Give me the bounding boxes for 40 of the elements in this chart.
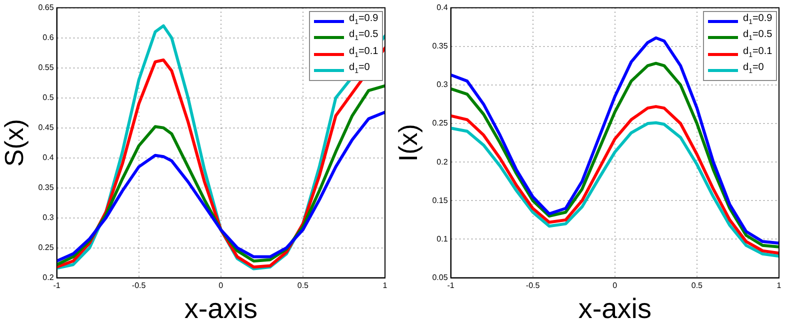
y-tick-label: 0.05	[432, 273, 448, 282]
legend-label: d$_{1}$=0.5	[743, 29, 772, 44]
y-tick-label: 0.6	[42, 33, 54, 42]
y-tick-label: 0.35	[38, 183, 54, 192]
y-tick-label: 0.55	[38, 63, 54, 72]
y-tick-label: 0.45	[38, 123, 54, 132]
y-tick-label: 0.2	[436, 157, 448, 166]
legend-label: d$_{1}$=0	[743, 62, 764, 78]
x-tick-label: 0	[218, 280, 224, 290]
y-tick-label: 0.2	[42, 273, 54, 282]
x-tick-label: 0.5	[297, 280, 310, 290]
x-tick-label: -1	[447, 280, 455, 290]
y-tick-label: 0.1	[436, 234, 448, 244]
y-tick-label: 0.4	[42, 153, 54, 162]
legend-label: d$_{1}$=0.9	[743, 12, 772, 28]
y-tick-label: 0.4	[436, 3, 448, 12]
legend-label: d$_{1}$=0.1	[743, 46, 772, 61]
y-tick-label: 0.35	[432, 42, 448, 51]
y-tick-label: 0.3	[42, 213, 54, 222]
x-tick-label: -1	[53, 280, 61, 290]
x-tick-label: 1	[776, 280, 782, 290]
y-axis-title: I(x)	[392, 124, 423, 162]
y-tick-label: 0.3	[436, 80, 448, 90]
x-tick-label: 0.5	[691, 280, 704, 290]
y-tick-label: 0.15	[432, 196, 448, 205]
y-tick-label: 0.25	[38, 243, 54, 252]
x-axis-title: x-axis	[184, 292, 258, 324]
x-axis-title: x-axis	[578, 292, 652, 324]
legend-label: d$_{1}$=0.9	[349, 12, 378, 28]
y-tick-label: 0.25	[432, 118, 448, 128]
x-tick-label: -0.5	[132, 280, 146, 290]
y-tick-label: 0.5	[42, 93, 54, 102]
x-tick-label: -0.5	[526, 280, 540, 290]
y-axis-title: S(x)	[0, 118, 29, 167]
y-tick-label: 0.65	[38, 3, 54, 12]
x-tick-label: 1	[382, 280, 388, 290]
legend-label: d$_{1}$=0	[349, 62, 370, 78]
x-tick-label: 0	[612, 280, 618, 290]
legend-label: d$_{1}$=0.5	[349, 29, 378, 44]
legend-label: d$_{1}$=0.1	[349, 46, 378, 61]
